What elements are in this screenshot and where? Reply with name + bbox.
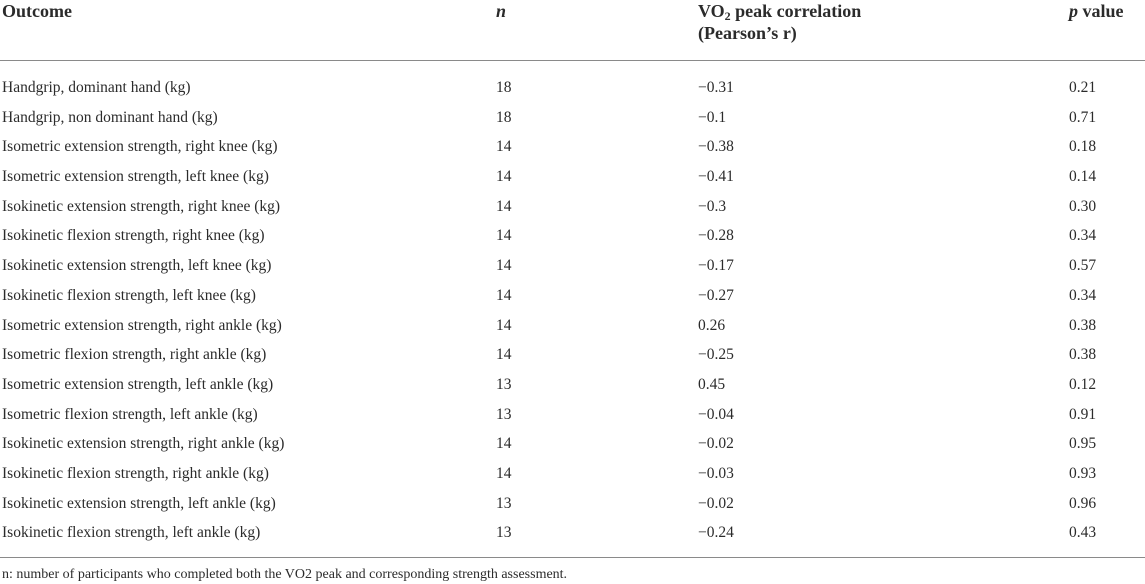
cell-outcome: Isokinetic flexion strength, left ankle … [2, 524, 261, 542]
cell-p-value: 0.38 [1069, 346, 1097, 364]
cell-outcome: Isokinetic extension strength, left knee… [2, 257, 272, 275]
table-row: Isokinetic extension strength, right kne… [0, 193, 1145, 223]
cell-outcome: Isometric extension strength, right ankl… [2, 316, 282, 334]
cell-correlation: −0.3 [698, 197, 727, 215]
table-row: Isometric extension strength, left knee … [0, 163, 1145, 193]
cell-correlation: −0.1 [698, 108, 727, 126]
cell-n: 18 [496, 79, 512, 96]
cell-outcome: Handgrip, non dominant hand (kg) [2, 108, 218, 126]
cell-correlation: −0.02 [698, 435, 734, 453]
header-outcome: Outcome [2, 1, 72, 21]
cell-n: 14 [496, 435, 512, 453]
cell-outcome: Isometric flexion strength, left ankle (… [2, 405, 258, 423]
cell-p-value: 0.96 [1069, 494, 1097, 512]
header-p-rest: value [1078, 1, 1124, 21]
cell-n: 18 [496, 108, 512, 126]
table-bottom-rule [0, 557, 1145, 558]
cell-p-value: 0.34 [1069, 227, 1097, 245]
cell-outcome: Isokinetic extension strength, right ank… [2, 435, 285, 453]
cell-p-value: 0.12 [1069, 375, 1097, 393]
table-row: Isokinetic flexion strength, right knee … [0, 222, 1145, 252]
cell-outcome: Isometric flexion strength, right ankle … [2, 346, 267, 364]
cell-correlation: −0.17 [698, 257, 734, 275]
cell-n: 14 [496, 257, 512, 275]
cell-correlation: 0.45 [698, 375, 726, 393]
cell-outcome: Isometric extension strength, left knee … [2, 168, 269, 186]
table-footnote: n: number of participants who completed … [2, 567, 568, 582]
cell-n: 14 [496, 227, 512, 245]
table-row: Handgrip, dominant hand (kg) 18 −0.31 0.… [0, 74, 1145, 104]
cell-p-value: 0.71 [1069, 108, 1097, 126]
cell-n: 14 [496, 138, 512, 156]
cell-correlation: −0.38 [698, 138, 734, 156]
cell-outcome: Isokinetic flexion strength, right ankle… [2, 464, 269, 482]
cell-outcome: Isokinetic extension strength, right kne… [2, 197, 281, 215]
cell-p-value: 0.38 [1069, 316, 1097, 334]
cell-correlation: −0.25 [698, 346, 734, 364]
table-row: Isometric flexion strength, left ankle (… [0, 401, 1145, 431]
cell-correlation: −0.41 [698, 168, 734, 186]
header-p-italic: p [1069, 1, 1078, 21]
table-row: Isokinetic extension strength, right ank… [0, 430, 1145, 460]
table-row: Handgrip, non dominant hand (kg) 18 −0.1… [0, 104, 1145, 134]
cell-n: 14 [496, 316, 512, 334]
cell-n: 14 [496, 346, 512, 364]
cell-correlation: −0.04 [698, 405, 734, 423]
table-body: Handgrip, dominant hand (kg) 18 −0.31 0.… [0, 74, 1145, 549]
table-row: Isokinetic extension strength, left ankl… [0, 490, 1145, 520]
table-row: Isokinetic flexion strength, left ankle … [0, 519, 1145, 549]
cell-p-value: 0.43 [1069, 524, 1097, 542]
cell-correlation: −0.31 [698, 79, 734, 96]
cell-p-value: 0.14 [1069, 168, 1097, 186]
cell-n: 14 [496, 197, 512, 215]
cell-correlation: −0.24 [698, 524, 734, 542]
table-row: Isometric extension strength, right ankl… [0, 312, 1145, 342]
cell-correlation: −0.28 [698, 227, 734, 245]
cell-outcome: Isokinetic extension strength, left ankl… [2, 494, 276, 512]
cell-outcome: Isokinetic flexion strength, right knee … [2, 227, 265, 245]
header-n: n [496, 1, 507, 21]
cell-p-value: 0.34 [1069, 286, 1097, 304]
cell-p-value: 0.93 [1069, 464, 1097, 482]
cell-n: 13 [496, 494, 512, 512]
table-row: Isokinetic flexion strength, left knee (… [0, 282, 1145, 312]
cell-n: 13 [496, 524, 512, 542]
cell-p-value: 0.91 [1069, 405, 1097, 423]
header-vo2-correlation: VO2 peak correlation (Pearson’s r) [698, 0, 861, 44]
cell-p-value: 0.95 [1069, 435, 1097, 453]
cell-n: 14 [496, 464, 512, 482]
cell-p-value: 0.18 [1069, 138, 1097, 156]
cell-correlation: −0.02 [698, 494, 734, 512]
cell-correlation: −0.27 [698, 286, 734, 304]
cell-outcome: Isometric extension strength, right knee… [2, 138, 278, 156]
cell-outcome: Isokinetic flexion strength, left knee (… [2, 286, 256, 304]
cell-outcome: Handgrip, dominant hand (kg) [2, 79, 191, 96]
cell-n: 14 [496, 168, 512, 186]
cell-p-value: 0.57 [1069, 257, 1097, 275]
table-row: Isometric extension strength, left ankle… [0, 371, 1145, 401]
table-row: Isokinetic flexion strength, right ankle… [0, 460, 1145, 490]
cell-outcome: Isometric extension strength, left ankle… [2, 375, 274, 393]
header-p-value: p value [1069, 0, 1124, 22]
table-row: Isokinetic extension strength, left knee… [0, 252, 1145, 282]
table-row: Isometric extension strength, right knee… [0, 133, 1145, 163]
cell-correlation: 0.26 [698, 316, 726, 334]
cell-p-value: 0.30 [1069, 197, 1097, 215]
header-vo2-prefix: VO [698, 1, 725, 21]
cell-n: 13 [496, 405, 512, 423]
header-vo2-line2: (Pearson’s r) [698, 23, 797, 43]
table-row: Isometric flexion strength, right ankle … [0, 341, 1145, 371]
cell-p-value: 0.21 [1069, 79, 1097, 96]
header-vo2-suffix: peak correlation [730, 1, 862, 21]
cell-correlation: −0.03 [698, 464, 734, 482]
table-header: Outcome n VO2 peak correlation (Pearson’… [0, 0, 1145, 61]
header-vo2-subscript: 2 [724, 9, 731, 23]
cell-n: 14 [496, 286, 512, 304]
cell-n: 13 [496, 375, 512, 393]
